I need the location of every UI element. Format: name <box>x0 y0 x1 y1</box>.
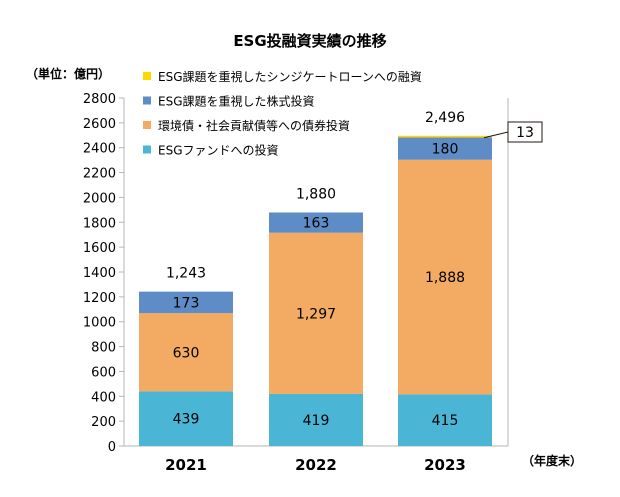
bar-segment <box>269 393 363 446</box>
segment-value-label: 419 <box>303 413 330 429</box>
y-tick-label: 1000 <box>83 316 116 331</box>
chart-title: ESG投融資実績の推移 <box>233 32 386 50</box>
bar-segment <box>269 212 363 233</box>
y-axis: 0 200 400 600 800 1000 1200 1400 1600 1800 2000 220… <box>83 92 509 455</box>
legend-swatch <box>143 145 151 154</box>
segment-value-label: 173 <box>173 295 200 311</box>
bar-segment <box>269 232 363 394</box>
y-tick-label: 0 <box>108 440 116 455</box>
y-tick-label: 2200 <box>83 167 116 182</box>
segment-value-label: 630 <box>173 345 200 361</box>
segment-value-label: 180 <box>432 142 459 158</box>
legend-swatch <box>143 121 151 129</box>
x-tick-label: 2022 <box>295 456 337 474</box>
bar-total-label: 1,880 <box>296 186 336 202</box>
x-tick-label: 2021 <box>165 456 207 474</box>
segment-value-label: 1,888 <box>425 270 465 286</box>
segment-value-label: 415 <box>432 413 459 429</box>
y-tick-label: 1800 <box>83 216 116 231</box>
legend-swatch <box>143 72 151 80</box>
bar-total-label: 1,243 <box>166 266 206 282</box>
y-tick-label: 600 <box>91 365 116 380</box>
legend-label: ESGファンドへの投資 <box>158 143 279 158</box>
y-tick-label: 1200 <box>83 291 116 306</box>
bar-segment <box>398 137 492 160</box>
segment-value-label: 163 <box>303 216 330 232</box>
bar-segment <box>398 159 492 395</box>
x-axis-unit-label: （年度末） <box>522 453 582 468</box>
bar-segment <box>139 313 233 392</box>
legend-label: 環境債・社会貢献債等への債券投資 <box>158 118 350 133</box>
bar-segment <box>139 391 233 446</box>
y-tick-label: 400 <box>91 390 116 405</box>
x-tick-label: 2023 <box>424 456 466 474</box>
data-labels: 439 630 173 1,243 2021 419 1,297 163 1,880 2022 41… <box>165 110 543 474</box>
legend-swatch <box>143 96 151 105</box>
legend-label: ESG課題を重視したシンジケートローンへの融資 <box>158 69 422 84</box>
y-tick-label: 2800 <box>83 92 116 107</box>
y-tick-label: 2400 <box>83 142 116 157</box>
y-axis-unit-label: （単位：億円） <box>26 66 110 81</box>
callout-value-label: 13 <box>516 125 534 141</box>
bar-segment <box>139 291 233 314</box>
bar-total-label: 2,496 <box>425 110 465 126</box>
segment-value-label: 439 <box>173 412 200 428</box>
legend-label: ESG課題を重視した株式投資 <box>158 94 315 109</box>
y-tick-label: 2000 <box>83 191 116 206</box>
y-tick-label: 200 <box>91 415 116 430</box>
y-tick-label: 1400 <box>83 266 116 281</box>
callout-leader-line <box>483 131 509 139</box>
callout-box <box>507 121 543 143</box>
legend: ESG課題を重視したシンジケートローンへの融資 ESG課題を重視した株式投資環境債… <box>143 69 422 158</box>
bars <box>139 135 492 446</box>
bar-segment <box>398 135 492 138</box>
segment-value-label: 1,297 <box>296 306 336 322</box>
y-tick-label: 1600 <box>83 241 116 256</box>
y-tick-label: 800 <box>91 341 116 356</box>
bar-segment <box>398 394 492 446</box>
y-tick-label: 2600 <box>83 117 116 132</box>
